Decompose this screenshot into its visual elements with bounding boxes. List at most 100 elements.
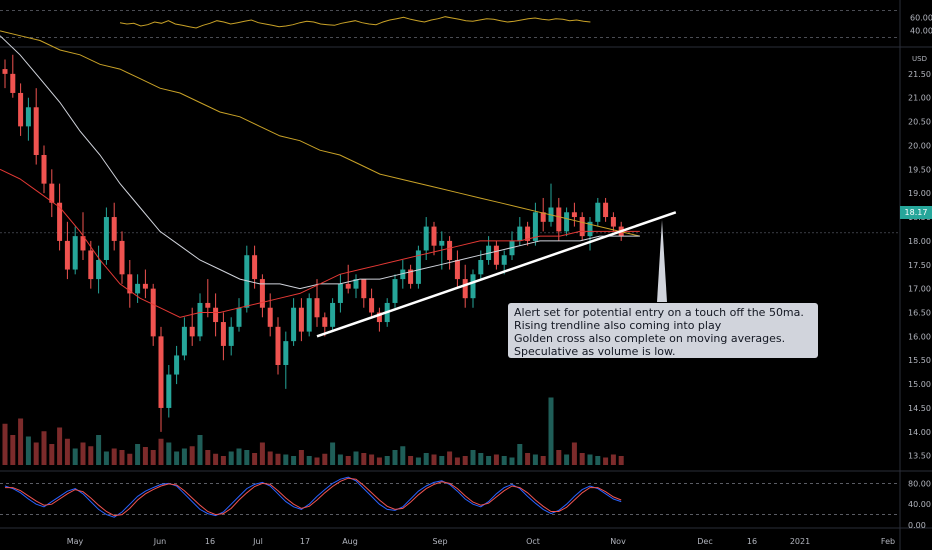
candle <box>525 221 531 246</box>
candle-body <box>595 202 601 222</box>
candle-body <box>517 226 523 241</box>
candle-body <box>127 274 133 294</box>
candle-body <box>64 240 70 270</box>
candle <box>197 293 203 342</box>
volume-bar <box>493 454 499 465</box>
annotation-pointer <box>657 220 667 302</box>
candle-body <box>454 260 460 280</box>
volume-bar <box>400 446 406 465</box>
price-tick-label: 15.50 <box>908 356 931 365</box>
candle-body <box>587 221 593 237</box>
volume-bar <box>454 457 460 465</box>
candle <box>306 293 312 337</box>
candle-body <box>603 202 609 218</box>
volume-bar <box>103 451 109 465</box>
volume-bar <box>18 418 24 465</box>
volume-bar <box>220 456 226 465</box>
x-tick-label: 17 <box>300 537 310 546</box>
candle-body <box>330 302 336 327</box>
candle <box>135 274 141 303</box>
volume-bar <box>571 442 577 465</box>
candle <box>18 83 24 136</box>
volume-bar <box>181 448 187 465</box>
volume-bar <box>322 453 328 465</box>
candle-body <box>197 302 203 337</box>
axes: 60.00 40.00 21.50 21.00 20.50 20.00 19.50 19.00… <box>67 13 932 546</box>
candle-body <box>158 336 164 408</box>
price-tick-label: 17.00 <box>908 285 931 294</box>
volume-bar <box>267 451 273 465</box>
volume-bar <box>283 454 289 465</box>
price-tick-label: 18.00 <box>908 237 931 246</box>
candle <box>415 245 421 289</box>
price-tick-label: 14.00 <box>908 428 931 437</box>
volume-bar <box>205 450 211 465</box>
volume-bar <box>33 442 39 465</box>
candle <box>142 269 148 299</box>
candle-body <box>135 283 141 294</box>
moving-average-line <box>0 35 640 290</box>
candle-body <box>259 279 265 308</box>
candle <box>298 298 304 342</box>
candle-body <box>400 269 406 280</box>
candle-body <box>252 255 258 280</box>
candle <box>579 212 585 241</box>
candle-body <box>423 226 429 251</box>
candle <box>181 317 187 361</box>
candle-body <box>345 283 351 289</box>
candle <box>57 183 63 251</box>
volume-bar <box>408 456 414 465</box>
volume-bar <box>80 442 86 465</box>
stochastic-line <box>5 477 622 517</box>
annotation-line-3: Golden cross also complete on moving ave… <box>514 332 786 345</box>
volume-bar <box>150 450 156 465</box>
candle-body <box>571 212 577 218</box>
candle-body <box>478 260 484 275</box>
candle-body <box>337 283 343 303</box>
candle-body <box>2 69 8 74</box>
candle-body <box>244 255 250 308</box>
candle-body <box>166 374 172 408</box>
candle-body <box>119 240 125 275</box>
volume-bar <box>603 457 609 465</box>
candle <box>532 202 538 246</box>
annotation-note[interactable]: Alert set for potential entry on a touch… <box>508 303 818 358</box>
candle <box>431 221 437 256</box>
volume-bar <box>330 442 336 465</box>
candle-body <box>415 250 421 284</box>
candle <box>174 345 180 385</box>
candle-body <box>322 317 328 327</box>
volume-bar <box>439 456 445 465</box>
candle <box>548 183 554 227</box>
candle-body <box>540 212 546 222</box>
candle <box>392 274 398 308</box>
candle <box>150 283 156 346</box>
candle-body <box>10 73 16 93</box>
candle-body <box>579 217 585 237</box>
volume-bar <box>306 456 312 465</box>
x-tick-label: Oct <box>526 537 540 546</box>
price-tick-label: 15.00 <box>908 380 931 389</box>
trendline[interactable] <box>316 211 677 338</box>
x-tick-label: 2021 <box>790 537 810 546</box>
x-tick-label: Jun <box>153 537 167 546</box>
volume-bar <box>447 451 453 465</box>
price-tick-label: 16.50 <box>908 309 931 318</box>
candle-body <box>142 283 148 289</box>
candle <box>166 365 172 418</box>
volume-bar <box>564 454 570 465</box>
candle <box>213 293 219 337</box>
candle <box>103 207 109 265</box>
candle <box>564 207 570 237</box>
price-tick-label: 14.50 <box>908 404 931 413</box>
price-tick-label: 19.00 <box>908 189 931 198</box>
candle <box>610 212 616 232</box>
volume-bar <box>127 453 133 465</box>
candle-body <box>283 341 289 365</box>
candle <box>220 312 226 361</box>
candle-body <box>439 240 445 246</box>
candle <box>400 260 406 289</box>
oscillator-tick-label: 40.00 <box>910 27 932 36</box>
volume-bar <box>174 451 180 465</box>
